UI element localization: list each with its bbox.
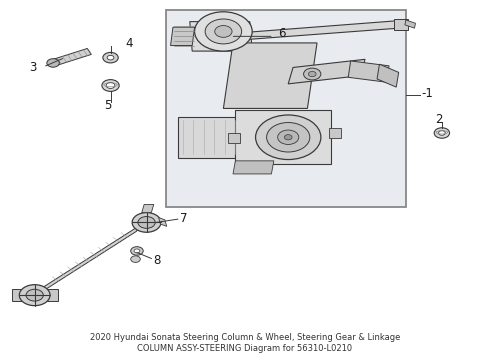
Circle shape bbox=[434, 128, 449, 138]
Circle shape bbox=[26, 289, 43, 301]
Circle shape bbox=[256, 115, 321, 159]
Circle shape bbox=[138, 217, 155, 228]
Circle shape bbox=[103, 53, 118, 63]
Text: 6: 6 bbox=[279, 27, 286, 40]
Circle shape bbox=[308, 71, 316, 77]
Polygon shape bbox=[38, 226, 139, 294]
Polygon shape bbox=[329, 128, 341, 138]
Circle shape bbox=[19, 285, 50, 306]
Polygon shape bbox=[377, 64, 399, 87]
Circle shape bbox=[132, 213, 161, 232]
Text: 8: 8 bbox=[153, 254, 160, 267]
Polygon shape bbox=[245, 21, 399, 40]
Polygon shape bbox=[348, 61, 389, 82]
Circle shape bbox=[47, 59, 59, 67]
Polygon shape bbox=[190, 22, 252, 51]
Polygon shape bbox=[159, 217, 167, 226]
Polygon shape bbox=[142, 204, 154, 213]
Polygon shape bbox=[405, 20, 416, 28]
Polygon shape bbox=[233, 161, 274, 174]
Polygon shape bbox=[48, 49, 91, 67]
Circle shape bbox=[131, 247, 143, 255]
Polygon shape bbox=[178, 117, 240, 158]
Text: 4: 4 bbox=[125, 37, 132, 50]
Polygon shape bbox=[288, 59, 365, 84]
Text: 3: 3 bbox=[29, 61, 36, 74]
Circle shape bbox=[106, 82, 115, 89]
Bar bbox=[166, 10, 406, 207]
Text: 2020 Hyundai Sonata Steering Column & Wheel, Steering Gear & Linkage
COLUMN ASSY: 2020 Hyundai Sonata Steering Column & Wh… bbox=[90, 333, 400, 353]
Polygon shape bbox=[394, 19, 408, 30]
Text: 5: 5 bbox=[104, 99, 112, 112]
Circle shape bbox=[278, 130, 299, 144]
Text: 7: 7 bbox=[180, 212, 188, 225]
Polygon shape bbox=[228, 133, 240, 143]
Circle shape bbox=[439, 131, 445, 135]
Circle shape bbox=[134, 249, 140, 253]
Text: 2: 2 bbox=[435, 113, 442, 126]
Polygon shape bbox=[235, 110, 331, 164]
Polygon shape bbox=[171, 27, 195, 45]
Circle shape bbox=[205, 19, 242, 44]
Circle shape bbox=[107, 55, 114, 60]
Polygon shape bbox=[12, 289, 23, 301]
Text: -1: -1 bbox=[422, 87, 434, 100]
Circle shape bbox=[131, 256, 140, 262]
Polygon shape bbox=[223, 43, 317, 108]
Circle shape bbox=[215, 26, 232, 37]
Circle shape bbox=[102, 80, 119, 91]
Circle shape bbox=[195, 12, 252, 51]
Circle shape bbox=[284, 135, 292, 140]
Polygon shape bbox=[47, 289, 58, 301]
Circle shape bbox=[267, 122, 310, 152]
Circle shape bbox=[304, 68, 321, 80]
